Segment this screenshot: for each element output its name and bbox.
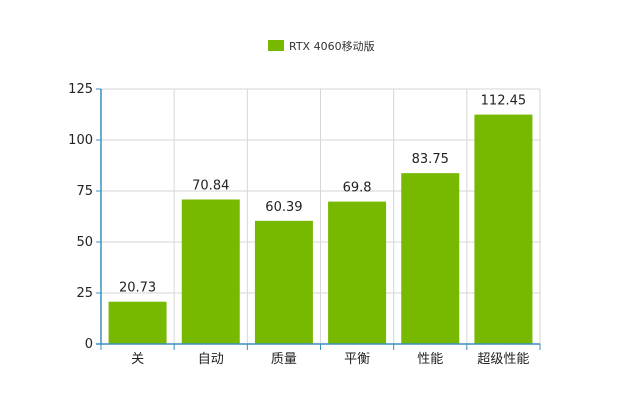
- data-label: 20.73: [119, 281, 156, 296]
- legend: RTX 4060移动版: [268, 39, 375, 53]
- y-tick-label: 100: [68, 133, 93, 148]
- legend-label: RTX 4060移动版: [289, 39, 375, 53]
- data-label: 83.75: [412, 152, 449, 167]
- bar-layer: [108, 114, 533, 345]
- x-category-label: 关: [131, 352, 144, 367]
- y-tick-label: 0: [85, 337, 93, 352]
- bar: [254, 220, 313, 344]
- bar: [401, 173, 460, 344]
- bar: [474, 114, 533, 345]
- legend-swatch: [268, 40, 284, 51]
- y-tick-label: 25: [76, 286, 93, 301]
- bar: [328, 201, 387, 344]
- data-label: 60.39: [265, 200, 302, 215]
- x-category-label: 质量: [271, 352, 297, 367]
- x-category-label: 性能: [417, 352, 443, 367]
- y-tick-label: 50: [76, 235, 93, 250]
- data-label: 69.8: [343, 181, 372, 196]
- y-tick-label: 125: [68, 82, 93, 97]
- x-category-label: 自动: [198, 352, 224, 367]
- grid-layer: [100, 88, 541, 344]
- bar: [108, 301, 167, 344]
- label-layer: 0 25 50 75 100 125 20.73 关 70.84 自动 60.39 质量 69.8 平衡 8…: [68, 82, 529, 367]
- y-tick-label: 75: [76, 184, 93, 199]
- x-category-label: 超级性能: [477, 352, 529, 367]
- bar: [181, 199, 240, 344]
- data-label: 112.45: [481, 94, 527, 109]
- axis-layer: [96, 88, 541, 350]
- data-label: 70.84: [192, 178, 229, 193]
- x-category-label: 平衡: [344, 352, 370, 367]
